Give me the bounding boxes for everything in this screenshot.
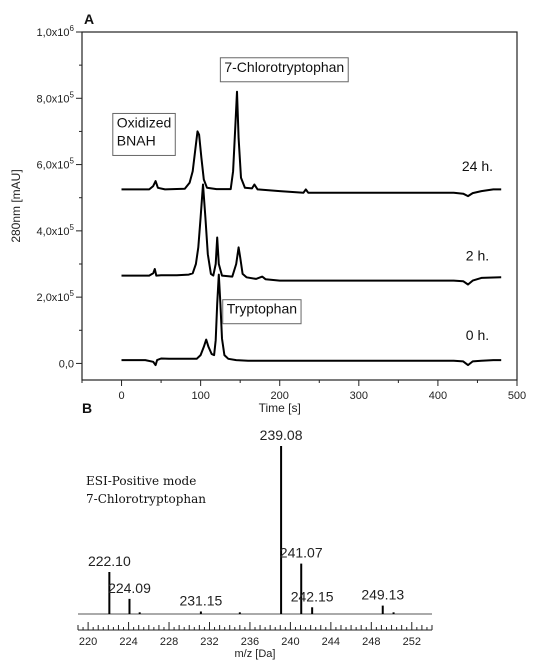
- annotation-text: Oxidized: [117, 114, 171, 130]
- ms-tick-label: 248: [362, 636, 380, 648]
- peak-label: 224.09: [108, 580, 151, 596]
- ms-peak: 231.15: [179, 592, 223, 614]
- annotation-text: Tryptophan: [227, 301, 297, 317]
- y-tick-label: 4,0x105: [37, 223, 75, 238]
- series-label: 2 h.: [466, 248, 489, 264]
- peak-annotation: Oxidized BNAH: [112, 112, 176, 156]
- x-axis-label: Time [s]: [259, 401, 301, 415]
- series-label: 24 h.: [462, 158, 493, 174]
- y-tick-label: 6,0x105: [37, 157, 75, 172]
- peak-annotation: 7-Chlorotryptophan: [219, 57, 349, 83]
- x-tick-label: 300: [350, 390, 368, 402]
- ms-tick-label: 252: [403, 636, 421, 648]
- ms-peak: 222.10: [88, 553, 131, 614]
- x-tick-label: 200: [271, 390, 289, 402]
- y-axis-label: 280nm [mAU]: [9, 169, 23, 242]
- ms-x-axis-label: m/z [Da]: [235, 648, 276, 660]
- panel-a-frame: [81, 31, 518, 381]
- ms-peak: 249.13: [361, 587, 404, 614]
- ms-tick-label: 232: [200, 636, 218, 648]
- panel-b-x-axis: 220 224 228 232 236 240 244 248 252 m/z [Da]: [77, 622, 433, 660]
- annotation-box: [112, 112, 176, 156]
- peak-label: 222.10: [88, 553, 131, 569]
- trace-24h: [121, 90, 502, 198]
- ms-peak: 241.07: [280, 545, 323, 614]
- y-tick-label: 0,0: [59, 358, 74, 370]
- peak-annotation: Tryptophan: [222, 299, 302, 325]
- ms-tick-label: 244: [322, 636, 340, 648]
- y-tick-label: 8,0x105: [37, 90, 75, 105]
- y-tick-label: 2,0x105: [37, 289, 75, 304]
- panel-a-label: A: [84, 11, 94, 27]
- ms-peak: 224.09: [108, 580, 151, 614]
- series-label: 0 h.: [466, 327, 489, 343]
- ms-tick-label: 224: [119, 636, 137, 648]
- y-tick-label: 1,0x106: [37, 24, 75, 39]
- x-tick-label: 100: [191, 390, 209, 402]
- peak-label: 231.15: [179, 592, 222, 608]
- annotation-text: 7-Chlorotryptophan: [224, 59, 344, 75]
- peak-label: 239.08: [260, 427, 303, 443]
- peak-label: 249.13: [361, 587, 404, 603]
- peak-label: 241.07: [280, 545, 323, 561]
- ms-annotation-text: ESI-Positive mode: [86, 474, 196, 488]
- trace-2h: [121, 183, 502, 286]
- x-tick-label: 400: [429, 390, 447, 402]
- x-tick-label: 500: [508, 390, 526, 402]
- panel-a-x-axis: 0 100 200 300 400 500 Time [s]: [81, 380, 526, 415]
- ms-peak: 239.08: [260, 427, 303, 614]
- panel-b-label: B: [82, 400, 92, 416]
- trace-0h: [121, 273, 502, 367]
- ms-annotation-text: 7-Chlorotryptophan: [86, 492, 206, 506]
- x-tick-label: 0: [118, 390, 124, 402]
- ms-tick-label: 236: [241, 636, 259, 648]
- annotation-box: [222, 299, 302, 325]
- annotation-box: [219, 57, 349, 83]
- annotation-text: BNAH: [117, 132, 156, 148]
- ms-tick-label: 240: [281, 636, 299, 648]
- peak-label: 242.15: [291, 588, 334, 604]
- ms-tick-label: 220: [79, 636, 97, 648]
- panel-a-y-axis: 0,0 2,0x105 4,0x105 6,0x105 8,0x105 1,0x106 28…: [9, 24, 82, 370]
- ms-peak: 242.15: [291, 588, 334, 614]
- ms-tick-label: 228: [160, 636, 178, 648]
